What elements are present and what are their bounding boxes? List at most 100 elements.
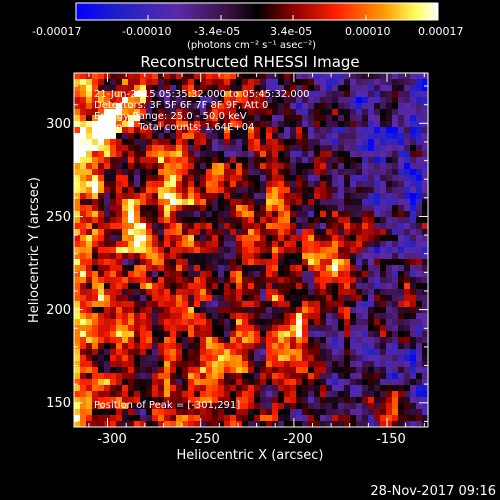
heatmap-cell xyxy=(386,193,393,200)
heatmap-cell xyxy=(98,307,105,314)
heatmap-cell xyxy=(416,241,423,248)
heatmap-cell xyxy=(296,73,303,80)
heatmap-cell xyxy=(200,217,207,224)
heatmap-cell xyxy=(260,217,267,224)
heatmap-cell xyxy=(290,103,297,110)
y-tick-label: 150 xyxy=(46,396,71,411)
heatmap-cell xyxy=(188,265,195,272)
heatmap-cell xyxy=(308,145,315,152)
heatmap-cell xyxy=(194,409,201,416)
heatmap-cell xyxy=(308,271,315,278)
heatmap-cell xyxy=(410,397,417,404)
heatmap-cell xyxy=(278,193,285,200)
heatmap-cell xyxy=(356,373,363,380)
heatmap-cell xyxy=(182,349,189,356)
heatmap-cell xyxy=(134,403,141,410)
heatmap-cell xyxy=(248,283,255,290)
heatmap-cell xyxy=(122,409,129,416)
heatmap-cell xyxy=(308,409,315,416)
heatmap-cell xyxy=(134,187,141,194)
heatmap-cell xyxy=(206,151,213,158)
heatmap-cell xyxy=(404,265,411,272)
heatmap-cell xyxy=(128,187,135,194)
heatmap-cell xyxy=(98,409,105,416)
heatmap-cell xyxy=(302,133,309,140)
heatmap-cell xyxy=(416,391,423,398)
heatmap-cell xyxy=(416,223,423,230)
heatmap-cell xyxy=(398,421,405,427)
heatmap-cell xyxy=(374,97,381,104)
heatmap-cell xyxy=(170,73,177,80)
heatmap-cell xyxy=(224,355,231,362)
heatmap-cell xyxy=(356,199,363,206)
heatmap-cell xyxy=(74,337,81,344)
heatmap-cell xyxy=(182,247,189,254)
heatmap-cell xyxy=(188,199,195,206)
heatmap-cell xyxy=(314,415,321,422)
heatmap-cell xyxy=(314,409,321,416)
heatmap-cell xyxy=(212,421,219,427)
heatmap-cell xyxy=(314,367,321,374)
heatmap-cell xyxy=(350,229,357,236)
heatmap-cell xyxy=(224,373,231,380)
heatmap-cell xyxy=(122,349,129,356)
heatmap-cell xyxy=(374,229,381,236)
heatmap-cell xyxy=(320,295,327,302)
heatmap-cell xyxy=(338,325,345,332)
heatmap-cell xyxy=(128,397,135,404)
heatmap-cell xyxy=(206,109,213,116)
heatmap-cell xyxy=(212,139,219,146)
heatmap-cell xyxy=(128,115,135,122)
heatmap-cell xyxy=(266,253,273,260)
heatmap-cell xyxy=(254,235,261,242)
heatmap-cell xyxy=(260,259,267,266)
heatmap-cell xyxy=(158,355,165,362)
heatmap-cell xyxy=(272,271,279,278)
heatmap-cell xyxy=(260,373,267,380)
heatmap-cell xyxy=(362,211,369,218)
heatmap-cell xyxy=(266,103,273,110)
heatmap-cell xyxy=(80,319,87,326)
heatmap-cell xyxy=(158,217,165,224)
heatmap-cell xyxy=(338,139,345,146)
heatmap-cell xyxy=(98,199,105,206)
heatmap-cell xyxy=(80,157,87,164)
heatmap-cell xyxy=(110,109,117,116)
heatmap-cell xyxy=(164,145,171,152)
heatmap-cell xyxy=(374,409,381,416)
heatmap-cell xyxy=(260,145,267,152)
heatmap-cell xyxy=(398,361,405,368)
heatmap-cell xyxy=(116,325,123,332)
heatmap-cell xyxy=(296,277,303,284)
heatmap-cell xyxy=(212,259,219,266)
heatmap-cell xyxy=(242,211,249,218)
heatmap-cell xyxy=(86,163,93,170)
heatmap-cell xyxy=(122,391,129,398)
heatmap-cell xyxy=(236,373,243,380)
heatmap-cell xyxy=(254,271,261,278)
heatmap-cell xyxy=(410,175,417,182)
heatmap-cell xyxy=(416,229,423,236)
heatmap-cell xyxy=(350,379,357,386)
heatmap-cell xyxy=(416,121,423,128)
heatmap-cell xyxy=(308,301,315,308)
heatmap-cell xyxy=(368,259,375,266)
heatmap-cell xyxy=(284,73,291,80)
heatmap-cell xyxy=(158,205,165,212)
heatmap-cell xyxy=(212,271,219,278)
heatmap-cell xyxy=(122,97,129,104)
heatmap-cell xyxy=(104,271,111,278)
heatmap-cell xyxy=(422,205,428,212)
heatmap-cell xyxy=(380,331,387,338)
heatmap-cell xyxy=(104,157,111,164)
heatmap-cell xyxy=(266,121,273,128)
heatmap-cell xyxy=(242,349,249,356)
heatmap-cell xyxy=(152,367,159,374)
heatmap-cell xyxy=(140,229,147,236)
heatmap-cell xyxy=(416,187,423,194)
heatmap-cell xyxy=(260,409,267,416)
heatmap-cell xyxy=(230,409,237,416)
heatmap-cell xyxy=(380,301,387,308)
heatmap-cell xyxy=(92,217,99,224)
heatmap-cell xyxy=(416,265,423,272)
